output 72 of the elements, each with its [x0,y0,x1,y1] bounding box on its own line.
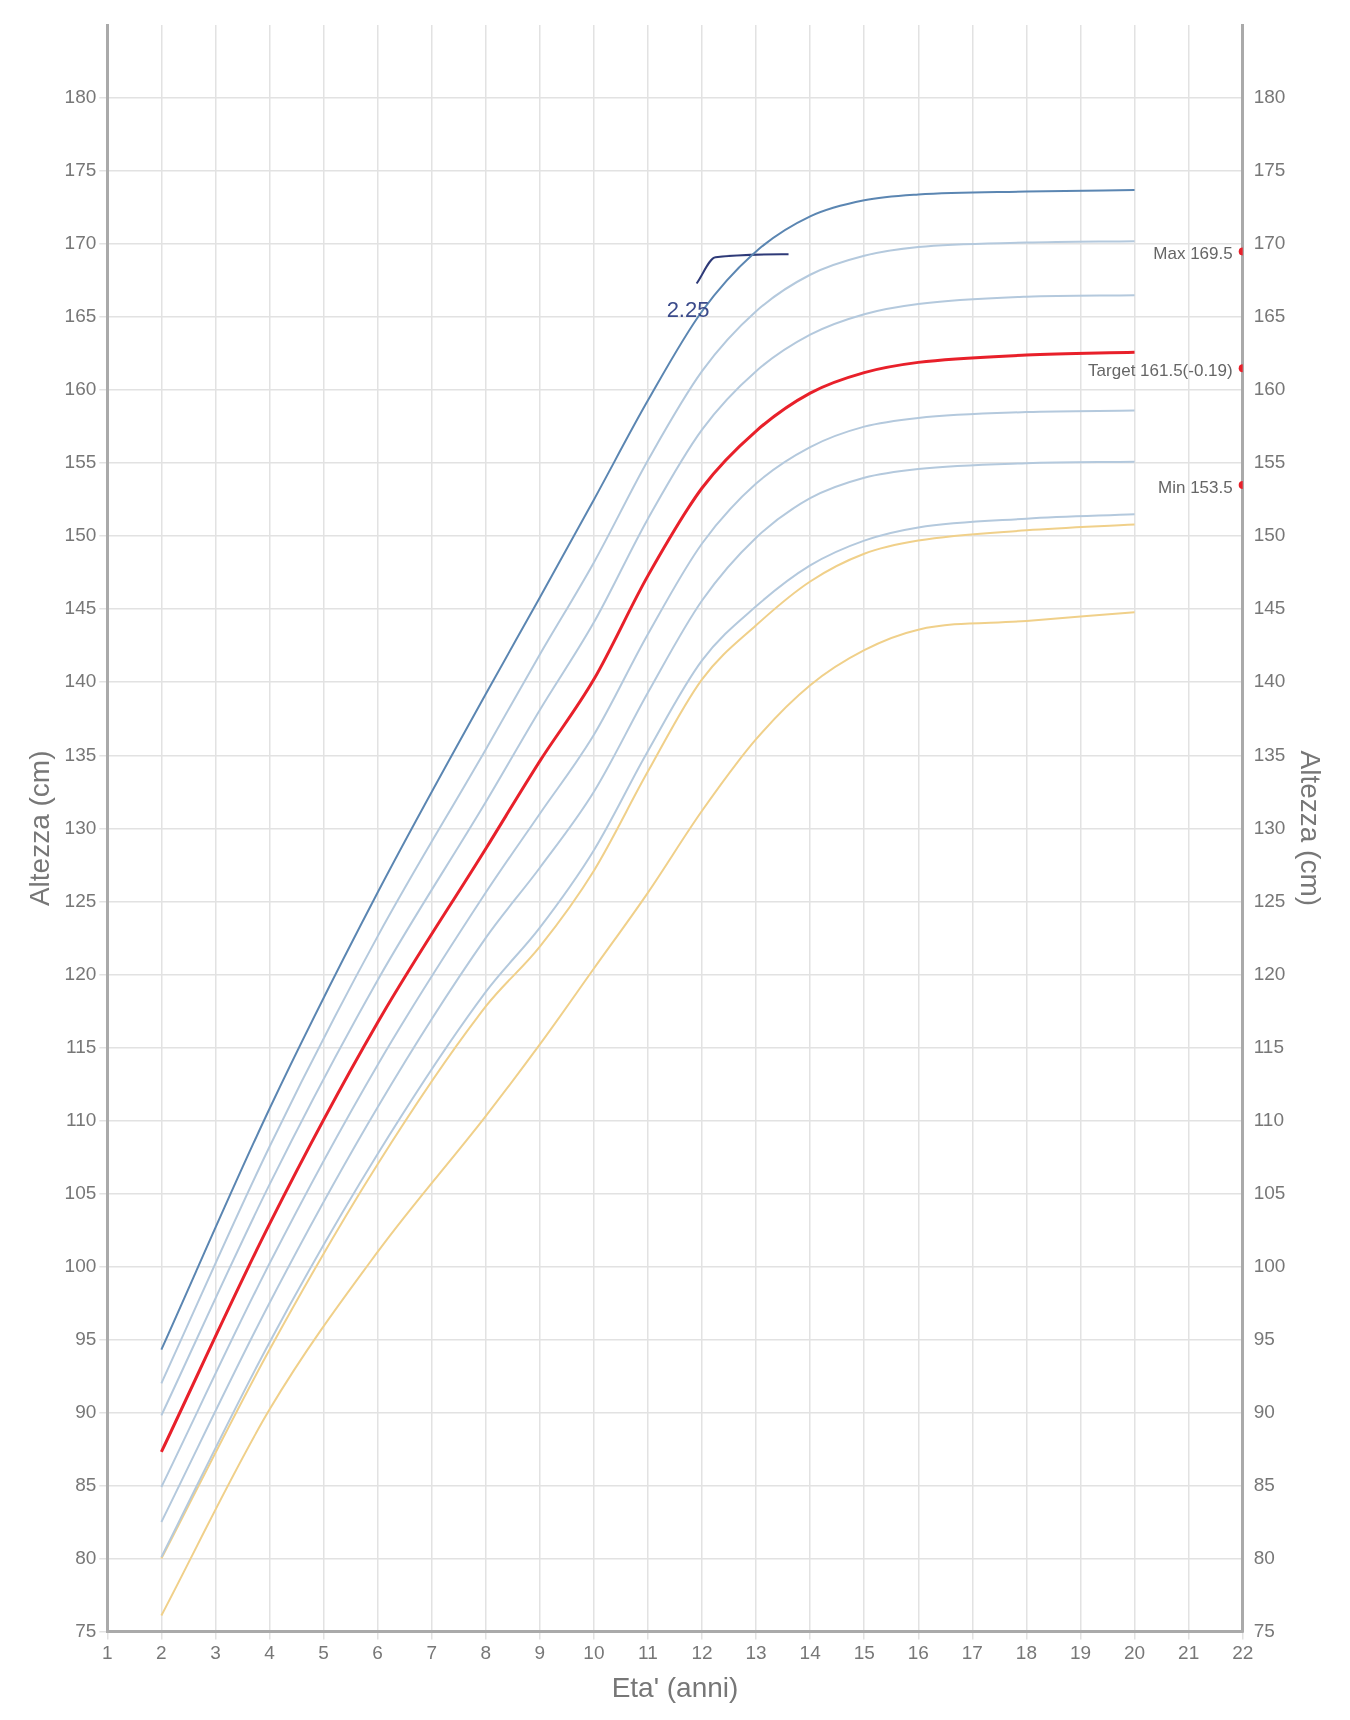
y-tick-label: 115 [66,1035,97,1057]
y-tick-label: 95 [75,1327,97,1349]
y2-tick-label: 135 [1253,743,1286,765]
y2-tick-label: 125 [1253,889,1286,911]
y2-axis-title: Altezza (cm) [1295,750,1327,907]
y-tick-label: 75 [75,1619,97,1641]
x-tick-label: 14 [799,1642,822,1664]
y-tick-label: 80 [75,1546,97,1568]
y2-tick-label: 95 [1253,1327,1275,1349]
x-tick-label: 16 [907,1642,929,1664]
y2-tick-label: 85 [1253,1473,1275,1495]
x-tick-label: 9 [534,1642,546,1664]
y-tick-label: 170 [64,232,97,254]
y-tick-label: 90 [75,1400,97,1422]
x-tick-label: 7 [426,1642,437,1664]
y-tick-label: 85 [75,1473,97,1495]
y2-tick-label: 90 [1253,1400,1275,1422]
y-tick-label: 180 [64,86,97,108]
y-tick-label: 105 [64,1181,97,1203]
y-tick-label: 100 [64,1254,97,1276]
x-tick-label: 21 [1178,1642,1200,1664]
y-tick-label: 125 [64,889,97,911]
y2-tick-label: 175 [1253,159,1286,181]
x-tick-label: 20 [1124,1642,1146,1664]
y-tick-label: 130 [64,816,97,838]
y2-tick-label: 155 [1253,451,1286,473]
x-tick-label: 11 [638,1642,658,1664]
y2-tick-label: 130 [1253,816,1286,838]
x-tick-label: 12 [691,1642,713,1664]
x-tick-label: 10 [583,1642,605,1664]
x-tick-label: 2 [156,1642,167,1664]
data-label: Min 153.5 [1158,477,1233,497]
x-tick-label: 6 [372,1642,383,1664]
x-tick-label: 4 [264,1642,276,1664]
y-tick-label: 145 [64,597,97,619]
y2-tick-label: 110 [1253,1108,1284,1130]
y2-tick-label: 160 [1253,378,1286,400]
y-axis-title: Altezza (cm) [23,750,55,907]
y2-tick-label: 145 [1253,597,1286,619]
y-tick-label: 175 [64,159,97,181]
y-tick-label: 165 [64,305,97,327]
y2-tick-label: 180 [1253,86,1286,108]
y2-tick-label: 75 [1253,1619,1275,1641]
y-tick-label: 135 [64,743,97,765]
y2-tick-label: 165 [1253,305,1286,327]
y2-tick-label: 100 [1253,1254,1286,1276]
x-tick-label: 17 [961,1642,983,1664]
y2-tick-label: 80 [1253,1546,1275,1568]
y2-tick-label: 115 [1253,1035,1284,1057]
x-tick-label: 18 [1015,1642,1037,1664]
y-tick-label: 150 [64,524,97,546]
y2-tick-label: 105 [1253,1181,1286,1203]
y-tick-label: 140 [64,670,97,692]
x-tick-label: 19 [1069,1642,1092,1664]
y-tick-label: 160 [64,378,97,400]
y2-tick-label: 140 [1253,670,1286,692]
x-tick-label: 1 [102,1642,113,1664]
y2-tick-label: 150 [1253,524,1286,546]
x-tick-label: 8 [480,1642,492,1664]
data-label: Max 169.5 [1153,244,1233,264]
x-tick-label: 15 [853,1642,875,1664]
y-tick-label: 120 [64,962,97,984]
x-tick-label: 22 [1232,1642,1254,1664]
y-tick-label: 110 [66,1108,97,1130]
y2-tick-label: 170 [1253,232,1286,254]
x-tick-label: 5 [318,1642,329,1664]
y2-tick-label: 120 [1253,962,1286,984]
x-axis-title: Eta' (anni) [611,1671,739,1703]
y-tick-label: 155 [64,451,97,473]
x-tick-label: 3 [210,1642,221,1664]
x-tick-label: 13 [745,1642,767,1664]
data-label: Target 161.5(-0.19) [1088,360,1233,380]
